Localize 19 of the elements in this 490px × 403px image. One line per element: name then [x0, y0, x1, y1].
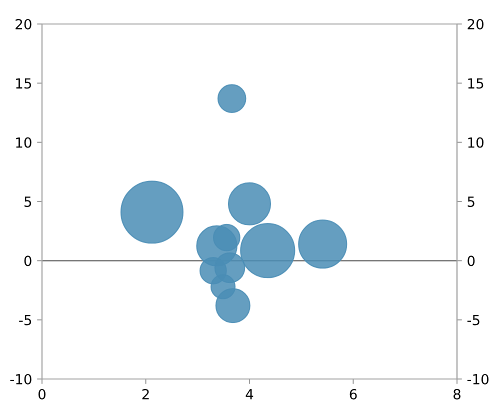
y2-tick-label: 20	[468, 18, 484, 30]
y-tick-label: 5	[24, 196, 32, 207]
y2-tick-label: 15	[468, 78, 484, 89]
y-tick-label: 20	[16, 18, 32, 30]
y-tick-label: -5	[19, 314, 32, 326]
y2-tick-label: -5	[467, 314, 480, 326]
x-tick-label: 8	[454, 388, 460, 400]
y2-tick-label: 0	[468, 256, 475, 266]
y2-tick-label: 10	[468, 137, 484, 148]
x-tick-label: 4	[246, 389, 254, 400]
y2-tick-label: 5	[468, 196, 474, 207]
x-tick-label: 6	[350, 388, 357, 400]
x-tick-label: 0	[38, 388, 46, 400]
y-tick-label: 15	[16, 78, 32, 89]
x-tick-label: 2	[142, 388, 149, 400]
y-tick-label: -10	[10, 374, 32, 384]
y-tick-label: 10	[16, 137, 32, 148]
y2-tick-label: -10	[467, 374, 488, 384]
y-tick-label: 0	[24, 256, 32, 266]
